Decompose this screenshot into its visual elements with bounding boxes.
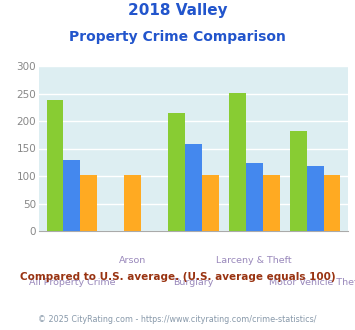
Bar [202, 175, 219, 231]
Bar [246, 163, 263, 231]
Text: © 2025 CityRating.com - https://www.cityrating.com/crime-statistics/: © 2025 CityRating.com - https://www.city… [38, 315, 317, 324]
Bar [80, 175, 97, 231]
Bar [47, 100, 64, 231]
Bar [290, 131, 307, 231]
Bar [168, 113, 185, 231]
Text: Arson: Arson [119, 256, 146, 265]
Bar [323, 175, 340, 231]
Text: All Property Crime: All Property Crime [28, 278, 115, 287]
Text: Burglary: Burglary [173, 278, 214, 287]
Bar [124, 175, 141, 231]
Bar [263, 175, 280, 231]
Bar [64, 160, 80, 231]
Text: Motor Vehicle Theft: Motor Vehicle Theft [269, 278, 355, 287]
Text: Larceny & Theft: Larceny & Theft [217, 256, 292, 265]
Text: 2018 Valley: 2018 Valley [128, 3, 227, 18]
Text: Property Crime Comparison: Property Crime Comparison [69, 30, 286, 44]
Bar [307, 166, 323, 231]
Text: Compared to U.S. average. (U.S. average equals 100): Compared to U.S. average. (U.S. average … [20, 272, 335, 282]
Bar [229, 93, 246, 231]
Bar [185, 144, 202, 231]
